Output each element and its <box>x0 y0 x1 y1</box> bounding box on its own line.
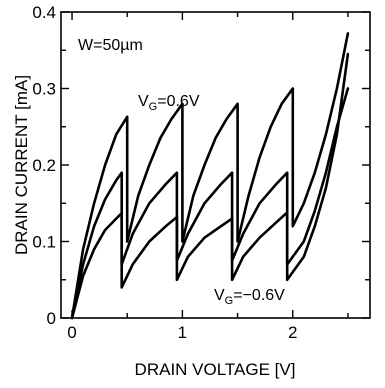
y-tick-label: 0.3 <box>32 80 56 99</box>
x-tick-label: 0 <box>67 323 76 342</box>
y-tick-label: 0 <box>47 309 56 328</box>
y-tick-label: 0.4 <box>32 3 56 22</box>
curve-1 <box>70 32 350 320</box>
curve-2 <box>70 87 350 320</box>
x-axis-title: DRAIN VOLTAGE [V] <box>135 360 296 379</box>
y-tick-label: 0.2 <box>32 156 56 175</box>
y-tick-label: 0.1 <box>32 233 56 252</box>
curves <box>70 32 350 320</box>
axis-ticks <box>61 11 370 319</box>
bottom-curve-label: VG=−0.6V <box>214 287 285 307</box>
tick-labels: 0 1 2 0 0.1 0.2 0.3 0.4 <box>32 3 297 342</box>
curve-3 <box>70 52 350 320</box>
x-tick-label: 2 <box>288 323 297 342</box>
width-annotation: W=50µm <box>78 37 143 54</box>
top-curve-label: VG=0.6V <box>138 93 200 113</box>
plot-frame <box>60 11 371 319</box>
y-axis-title: DRAIN CURRENT [mA] <box>12 75 31 255</box>
x-tick-label: 1 <box>178 323 187 342</box>
